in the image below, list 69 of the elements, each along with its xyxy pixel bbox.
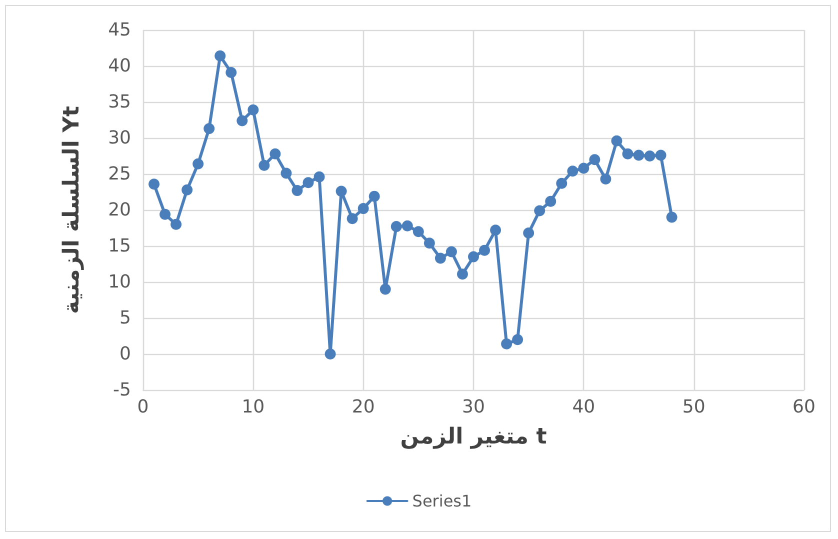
point [600,174,612,185]
y-axis-title: السلسلة الزمنية Yt [60,105,84,314]
point [479,244,490,256]
y-tick-label: 0 [120,344,131,364]
point [214,50,226,62]
point [324,348,336,360]
y-tick-label: 20 [108,200,131,220]
point [204,123,215,134]
point [302,177,314,188]
point [148,178,160,190]
point [424,238,435,249]
x-tick-label: 10 [242,396,265,418]
point [390,221,402,232]
y-tick-label: 45 [108,20,131,40]
point [270,148,281,160]
y-tick-label: 25 [108,164,131,184]
y-tick-label: 10 [108,272,131,292]
point [170,218,182,230]
point [192,158,204,170]
point [380,284,391,295]
point [456,268,468,280]
point [402,220,413,232]
point [446,246,457,258]
point [346,213,358,224]
point [490,224,502,236]
point [655,150,666,161]
point [556,178,568,189]
point [292,185,303,196]
point [589,154,600,166]
point [578,162,590,174]
x-tick-label: 50 [682,396,706,418]
point [226,66,237,78]
point [644,150,656,162]
x-tick-label: 20 [352,396,375,418]
y-tick-label: 30 [108,128,131,148]
point [633,150,644,161]
y-tick-label: 40 [108,56,131,76]
point [280,168,292,179]
point [611,135,622,146]
point [434,252,446,264]
point [501,338,512,350]
y-tick-label: 35 [108,92,131,112]
y-tick-label: 5 [120,308,131,328]
point [512,334,524,346]
point [534,205,546,216]
point [314,171,325,182]
x-axis-title: متغير الزمن t [400,424,548,450]
point [336,186,347,197]
x-tick-label: 30 [462,396,485,418]
y-tick-label: 15 [108,236,131,256]
point [468,251,479,262]
point [160,208,171,220]
x-tick-label: 60 [792,396,816,418]
point [523,228,534,239]
point [412,226,424,238]
point [666,212,678,223]
legend-label: Series1 [412,492,472,510]
point [182,184,193,196]
point [622,148,634,160]
x-tick-label: 40 [572,396,596,418]
y-tick-label: -5 [113,380,131,400]
point [358,203,369,214]
x-tick-label: 0 [137,396,149,418]
point [545,196,556,207]
point [567,166,578,177]
point [248,104,259,116]
point [368,190,380,202]
point [236,115,248,126]
point [258,160,270,171]
